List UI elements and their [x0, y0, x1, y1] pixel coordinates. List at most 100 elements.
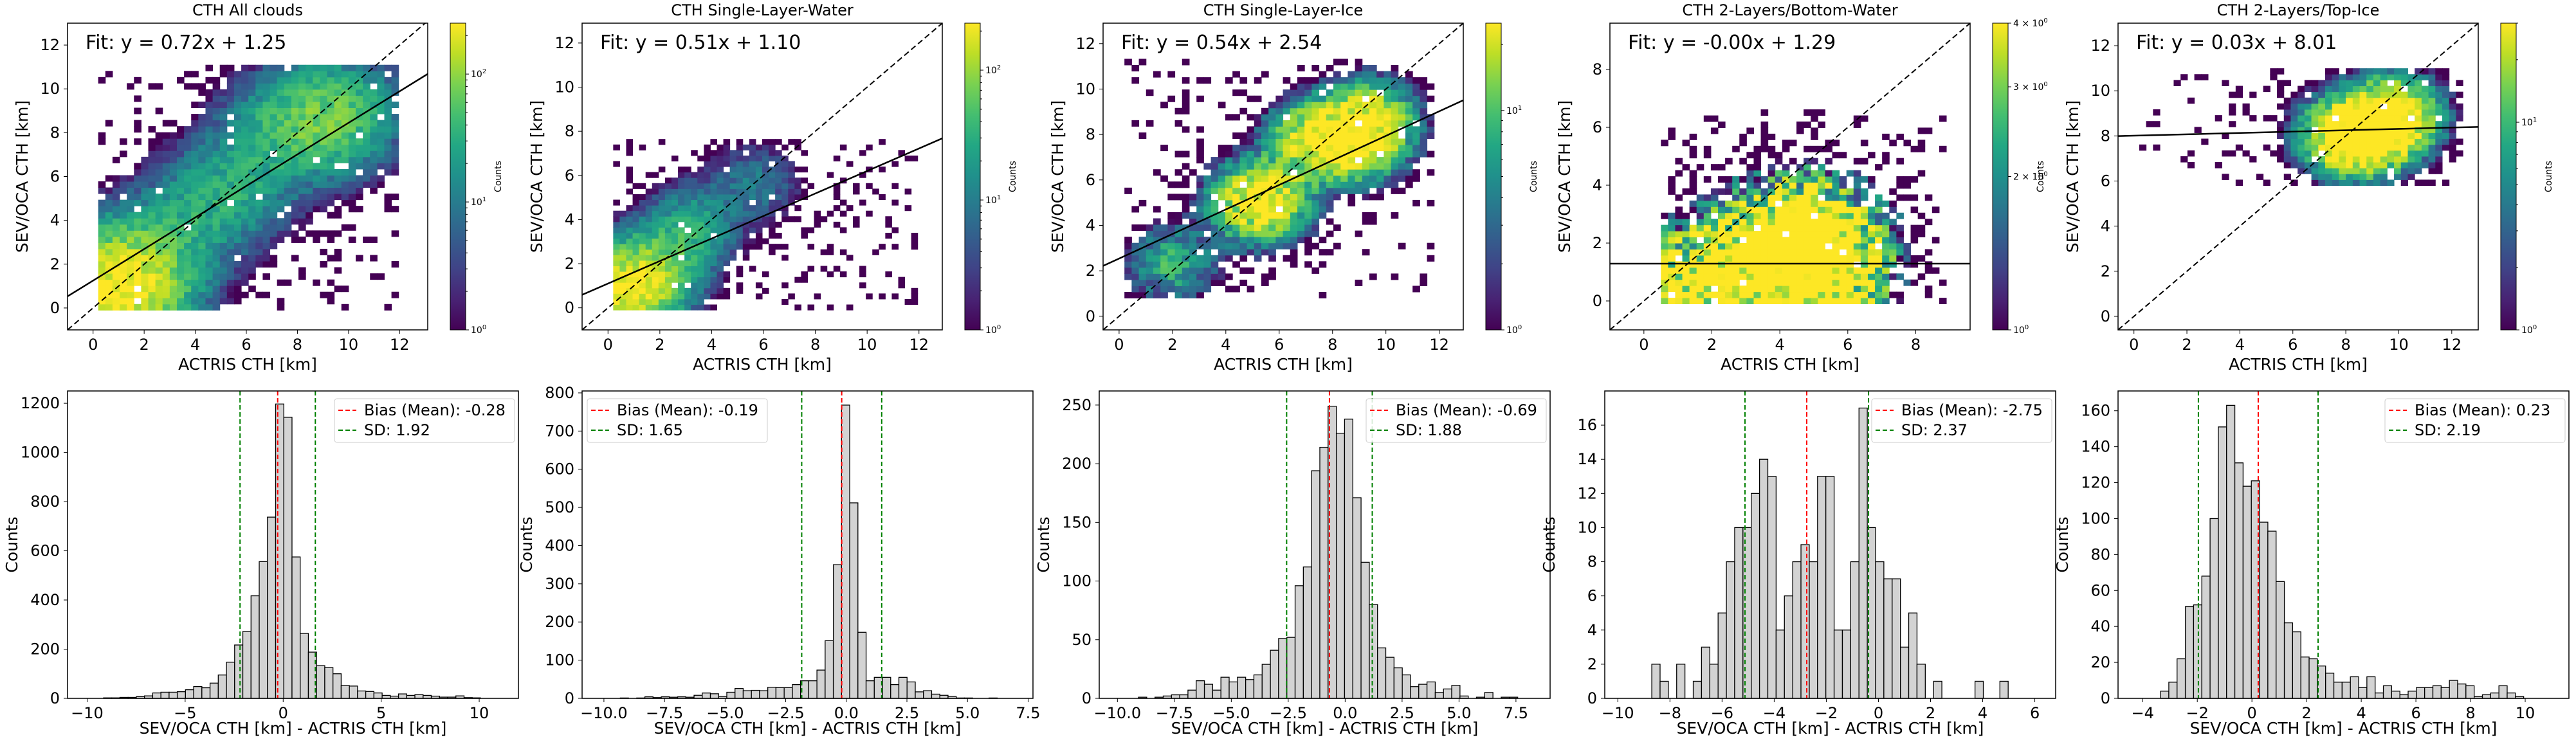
heatmap-cell	[1896, 237, 1904, 244]
heatmap-cell	[191, 83, 199, 90]
heatmap-cell	[1283, 175, 1291, 182]
heatmap-cell	[1232, 212, 1240, 219]
heatmap-cell	[1875, 261, 1883, 268]
heatmap-cell	[704, 304, 711, 311]
heatmap-cell	[205, 199, 214, 206]
legend-box	[1366, 398, 1547, 443]
heatmap-cell	[710, 277, 717, 283]
heatmap-cell	[1675, 219, 1683, 226]
heatmap-cell	[1239, 138, 1248, 145]
heatmap-cell	[262, 114, 271, 121]
colorbar-tick-label: 3 × 100	[2013, 81, 2048, 93]
heatmap-cell	[1174, 212, 1183, 219]
heatmap-cell	[277, 304, 285, 311]
heatmap-cell	[1275, 150, 1284, 158]
heatmap-cell	[704, 183, 711, 189]
heatmap-cell	[1347, 102, 1356, 109]
heatmap-cell	[1304, 212, 1312, 219]
heatmap-cell	[2435, 103, 2443, 110]
axes-frame	[1102, 23, 1464, 331]
heatmap-cell	[2394, 162, 2402, 168]
heatmap-cell	[1203, 273, 1212, 280]
heatmap-cell	[356, 77, 363, 84]
heatmap-cell	[1839, 298, 1847, 304]
heatmap-cell	[1725, 243, 1733, 250]
heatmap-cell	[334, 138, 342, 145]
heatmap-cell	[691, 260, 698, 266]
heatmap-cell	[269, 175, 278, 182]
heatmap-cell	[155, 144, 163, 151]
heatmap-cell	[334, 212, 342, 219]
y-tick-label: 10	[1577, 518, 1597, 536]
heatmap-cell	[298, 144, 306, 151]
heatmap-cell	[334, 114, 342, 121]
heatmap-cell	[341, 114, 349, 121]
heatmap-cell	[1775, 273, 1783, 280]
heatmap-cell	[697, 183, 704, 189]
heatmap-cell	[1225, 114, 1233, 121]
heatmap-cell	[1167, 218, 1176, 225]
heatmap-cell	[639, 255, 646, 261]
heatmap-cell	[853, 221, 860, 228]
heatmap-cell	[1775, 231, 1783, 238]
heatmap-cell	[736, 287, 744, 294]
heatmap-cell	[801, 177, 808, 184]
histogram-bar	[2242, 485, 2252, 699]
heatmap-cell	[241, 242, 249, 250]
heatmap-cell	[632, 260, 640, 266]
heatmap-cell	[1882, 243, 1890, 250]
heatmap-cell	[658, 293, 666, 300]
heatmap-cell	[1867, 224, 1876, 231]
heatmap-cell	[1405, 120, 1413, 127]
heatmap-cell	[891, 227, 899, 233]
heatmap-cell	[298, 132, 306, 139]
heatmap-cell	[769, 227, 776, 233]
heatmap-cell	[277, 101, 285, 109]
heatmap-cell	[191, 194, 199, 201]
heatmap-cell	[1189, 279, 1197, 286]
heatmap-cell	[1846, 273, 1854, 280]
heatmap-cell	[262, 248, 271, 255]
heatmap-cell	[1268, 157, 1276, 164]
histogram-bars	[619, 404, 998, 699]
heatmap-cell	[269, 206, 278, 213]
heatmap-cell	[248, 83, 256, 90]
heatmap-cell	[327, 187, 335, 194]
heatmap-cell	[658, 216, 666, 222]
heatmap-cell	[313, 83, 320, 90]
heatmap-cell	[120, 242, 127, 250]
heatmap-cell	[1369, 107, 1377, 114]
histogram-bar	[1385, 657, 1394, 699]
heatmap-cell	[1261, 194, 1269, 201]
heatmap-cell	[298, 206, 306, 213]
heatmap-cell	[2380, 162, 2388, 168]
heatmap-cell	[664, 298, 672, 305]
heatmap-cell	[1896, 158, 1904, 165]
heatmap-cell	[277, 95, 285, 102]
heatmap-cell	[1340, 126, 1348, 133]
heatmap-cell	[2415, 144, 2422, 151]
heatmap-cell	[710, 282, 717, 289]
heatmap-cell	[284, 144, 292, 151]
heatmap-cell	[729, 238, 737, 244]
heatmap-cell	[1832, 261, 1840, 268]
heatmap-cell	[248, 261, 256, 268]
heatmap-cell	[134, 304, 142, 311]
heatmap-cell	[2290, 162, 2298, 168]
heatmap-cell	[1796, 237, 1804, 244]
heatmap-cell	[1867, 298, 1876, 304]
heatmap-cell	[1825, 140, 1833, 147]
y-tick-label: 10	[2090, 82, 2110, 100]
heatmap-cell	[262, 224, 271, 231]
heatmap-cell	[2428, 144, 2436, 151]
heatmap-cell	[1782, 249, 1790, 256]
heatmap-cell	[1362, 83, 1370, 90]
heatmap-cell	[652, 282, 659, 289]
heatmap-cell	[1825, 182, 1833, 189]
heatmap-cell	[1340, 175, 1348, 182]
heatmap-cell	[1189, 286, 1197, 293]
heatmap-cell	[1725, 286, 1733, 293]
heatmap-cell	[1304, 126, 1312, 133]
heatmap-cell	[248, 132, 256, 139]
heatmap-cell	[1839, 176, 1847, 183]
